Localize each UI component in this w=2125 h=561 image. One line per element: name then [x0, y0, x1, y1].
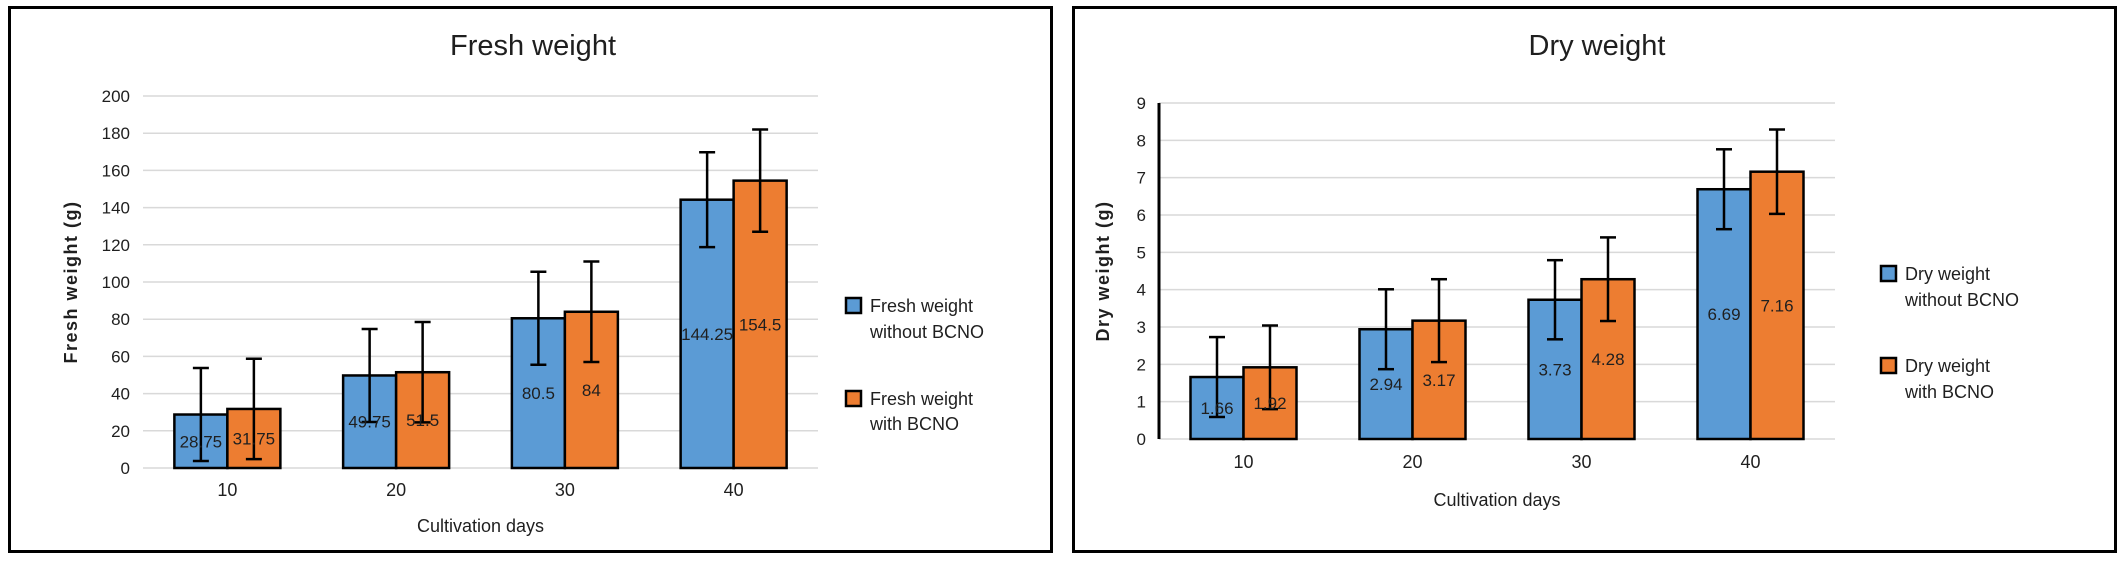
bar-value-label: 6.69 — [1707, 305, 1740, 324]
y-tick-label: 5 — [1137, 243, 1146, 262]
x-category-label: 40 — [724, 480, 744, 500]
legend-label: without BCNO — [1904, 290, 2019, 310]
x-category-label: 30 — [555, 480, 575, 500]
y-tick-label: 120 — [102, 236, 130, 255]
legend-label: Dry weight — [1905, 264, 1990, 284]
y-tick-label: 9 — [1137, 94, 1146, 113]
fresh-weight-chart: 0 20 40 60 80 100 120 140 160 180 200 10 28.75 31.75 2… — [61, 30, 984, 536]
y-tick-label: 20 — [111, 422, 130, 441]
bar-value-label: 1.66 — [1200, 399, 1233, 418]
y-axis-title: Dry weight (g) — [1093, 201, 1113, 342]
bar-value-label: 51.5 — [406, 411, 439, 430]
y-tick-label: 6 — [1137, 206, 1146, 225]
y-tick-label: 2 — [1137, 355, 1146, 374]
bar-value-label: 4.28 — [1591, 350, 1624, 369]
y-tick-label: 60 — [111, 347, 130, 366]
bar-value-label: 80.5 — [522, 384, 555, 403]
y-tick-label: 40 — [111, 385, 130, 404]
y-tick-label: 80 — [111, 310, 130, 329]
bar-value-label: 154.5 — [739, 315, 782, 334]
x-axis-title: Cultivation days — [1433, 490, 1560, 510]
bar-with-bcno — [1749, 170, 1805, 441]
bar-value-label: 7.16 — [1760, 296, 1793, 315]
bar-value-label: 28.75 — [180, 432, 223, 451]
x-axis-title: Cultivation days — [417, 516, 544, 536]
x-category-label: 20 — [386, 480, 406, 500]
x-category-label: 30 — [1571, 452, 1591, 472]
dry-weight-chart: 0 1 2 3 4 5 6 7 8 9 10 1.66 1.92 20 2.94 3.17 30 3.73 4.28… — [1093, 30, 2019, 510]
x-category-label: 40 — [1740, 452, 1760, 472]
fresh-weight-chart-panel: 0 20 40 60 80 100 120 140 160 180 200 10 28.75 31.75 2… — [8, 6, 1053, 553]
bar-value-label: 84 — [582, 381, 601, 400]
y-tick-label: 100 — [102, 273, 130, 292]
bar-value-label: 31.75 — [233, 429, 276, 448]
chart-title: Dry weight — [1529, 30, 1666, 62]
x-category-label: 20 — [1402, 452, 1422, 472]
x-category-label: 10 — [217, 480, 237, 500]
bar-value-label: 49.75 — [348, 413, 391, 432]
legend-label: Dry weight — [1905, 356, 1990, 376]
bar-value-label: 1.92 — [1253, 394, 1286, 413]
y-tick-label: 1 — [1137, 393, 1146, 412]
legend-swatch-with-bcno — [844, 389, 863, 408]
legend-swatch-without-bcno — [1879, 264, 1898, 283]
dry-weight-chart-panel: 0 1 2 3 4 5 6 7 8 9 10 1.66 1.92 20 2.94 3.17 30 3.73 4.28… — [1072, 6, 2117, 553]
y-tick-label: 8 — [1137, 131, 1146, 150]
bar-value-label: 2.94 — [1369, 375, 1402, 394]
y-tick-label: 160 — [102, 161, 130, 180]
bar-value-label: 144.25 — [681, 325, 733, 344]
chart-title: Fresh weight — [450, 30, 616, 62]
legend-label: Fresh weight — [870, 296, 973, 316]
y-tick-label: 7 — [1137, 169, 1146, 188]
bar-value-label: 3.73 — [1538, 360, 1571, 379]
legend-label: Fresh weight — [870, 389, 973, 409]
y-tick-label: 180 — [102, 124, 130, 143]
legend-swatch-with-bcno — [1879, 356, 1898, 375]
y-axis-title: Fresh weight (g) — [61, 201, 81, 364]
y-tick-label: 0 — [121, 459, 130, 478]
legend-label: with BCNO — [1904, 382, 1994, 402]
legend-label: with BCNO — [869, 414, 959, 434]
y-tick-label: 200 — [102, 87, 130, 106]
legend-swatch-without-bcno — [844, 296, 863, 315]
legend-label: without BCNO — [869, 322, 984, 342]
y-tick-label: 3 — [1137, 318, 1146, 337]
y-tick-label: 4 — [1137, 281, 1146, 300]
y-tick-label: 140 — [102, 199, 130, 218]
bar-value-label: 3.17 — [1422, 371, 1455, 390]
x-category-label: 10 — [1233, 452, 1253, 472]
y-tick-label: 0 — [1137, 430, 1146, 449]
